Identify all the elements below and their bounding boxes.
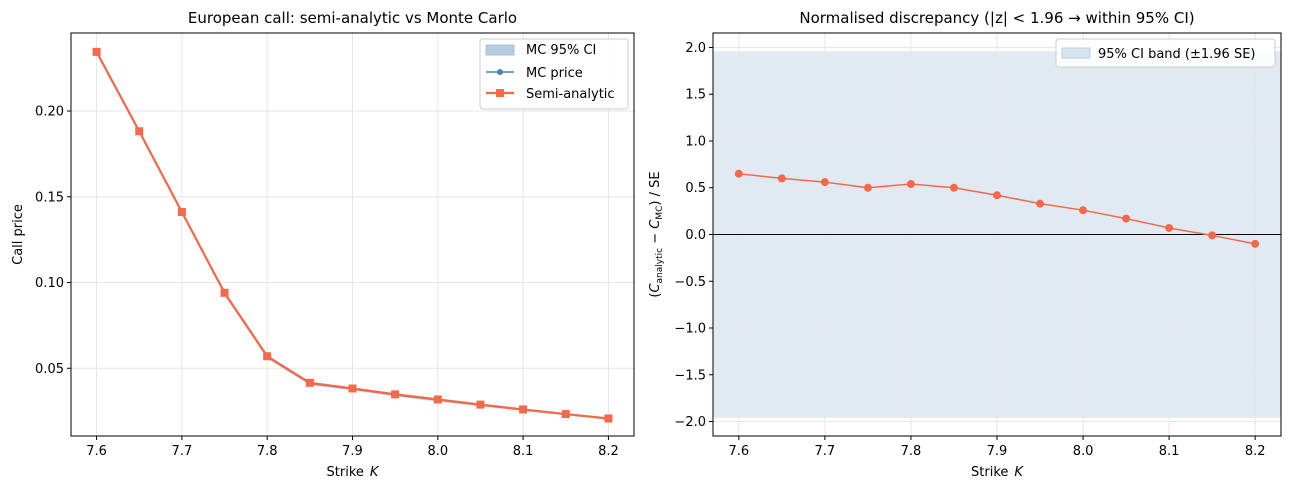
z-score-point [820, 178, 829, 187]
legend-marker-semi [496, 89, 504, 97]
legend-item-mc: MC price [486, 66, 583, 81]
y-tick-label: 0.5 [685, 181, 706, 196]
x-tick-label: 8.2 [598, 444, 619, 459]
z-score-point [949, 183, 958, 192]
y-ticks: −2.0 −1.5 −1.0 −0.5 0.0 0.5 1.0 1.5 2.0 [674, 41, 713, 430]
z-score-point [906, 180, 915, 189]
legend-box [1055, 38, 1276, 68]
chart-title: European call: semi-analytic vs Monte Ca… [188, 9, 517, 27]
semi-analytic-point [220, 288, 229, 297]
y-tick-label: 1.5 [685, 88, 706, 103]
series-markers-layer [734, 169, 1260, 248]
y-tick-label: 1.0 [685, 134, 706, 149]
legend-item-ci: MC 95% CI [485, 43, 596, 58]
semi-analytic-point [391, 390, 400, 399]
z-score-point [993, 191, 1001, 200]
z-score-point [863, 183, 872, 192]
legend-swatch-ci-band [1061, 47, 1091, 59]
x-ticks: 7.6 7.7 7.8 7.9 8.0 8.1 8.2 [86, 436, 619, 459]
x-tick-label: 7.8 [257, 444, 278, 459]
x-tick-label: 7.6 [86, 444, 107, 459]
right-panel: 7.6 7.7 7.8 7.9 8.0 8.1 8.2 −2.0 −1.5 −1.0 −0.5 0.… [648, 9, 1282, 480]
y-axis-label: (Canalytic − CMC) / SE [648, 171, 665, 297]
legend-swatch-ci [485, 44, 515, 56]
x-tick-label: 8.2 [1245, 444, 1266, 459]
semi-analytic-point [519, 405, 528, 414]
x-tick-label: 8.1 [1159, 444, 1180, 459]
semi-analytic-point [177, 208, 186, 217]
legend-label-mc: MC price [526, 66, 583, 81]
z-score-point [1079, 206, 1088, 215]
legend-label-ci-band: 95% CI band (±1.96 SE) [1098, 47, 1256, 62]
semi-analytic-point [305, 378, 314, 387]
x-tick-label: 8.0 [427, 444, 448, 459]
z-score-point [777, 174, 786, 183]
chart-title: Normalised discrepancy (|z| < 1.96 → wit… [799, 9, 1194, 27]
y-tick-label: −1.0 [674, 322, 706, 337]
z-score-point [1251, 239, 1260, 248]
semi-analytic-point [135, 127, 144, 136]
y-tick-label: 0.15 [35, 190, 64, 205]
z-score-point [1036, 199, 1045, 208]
y-tick-label: 0.0 [685, 228, 706, 243]
semi-analytic-point [433, 395, 442, 404]
y-tick-label: −2.0 [674, 415, 706, 430]
legend-item-ci-band: 95% CI band (±1.96 SE) [1061, 47, 1256, 62]
semi-analytic-point [348, 384, 357, 393]
y-tick-label: 0.20 [35, 105, 64, 120]
x-tick-label: 7.7 [815, 444, 836, 459]
legend-label-ci: MC 95% CI [526, 43, 596, 58]
x-tick-label: 7.9 [342, 444, 363, 459]
y-tick-label: −0.5 [674, 275, 706, 290]
z-score-point [734, 169, 743, 178]
semi-analytic-point [476, 400, 485, 409]
z-score-point [1208, 231, 1217, 240]
z-score-point [1122, 214, 1131, 223]
semi-analytic-point [604, 414, 613, 423]
y-tick-label: −1.5 [674, 368, 706, 383]
x-axis-label: Strike K [327, 465, 380, 480]
x-tick-label: 7.7 [172, 444, 193, 459]
x-tick-label: 8.1 [513, 444, 534, 459]
legend: 95% CI band (±1.96 SE) [1055, 38, 1276, 68]
y-tick-label: 0.05 [35, 362, 64, 377]
legend-item-semi: Semi-analytic [486, 87, 615, 102]
semi-analytic-point [561, 410, 570, 419]
semi-analytic-point [263, 352, 272, 361]
x-ticks: 7.6 7.7 7.8 7.9 8.0 8.1 8.2 [728, 436, 1266, 459]
x-tick-label: 8.0 [1073, 444, 1094, 459]
y-tick-label: 2.0 [685, 41, 706, 56]
y-axis-label: Call price [11, 204, 26, 265]
series-markers-layer [92, 47, 613, 423]
legend: MC 95% CI MC price Semi-analytic [479, 38, 629, 110]
legend-box [479, 38, 629, 110]
x-tick-label: 7.9 [987, 444, 1008, 459]
left-panel: 7.6 7.7 7.8 7.9 8.0 8.1 8.2 0.05 0.10 0.15 0.20 E… [11, 9, 635, 480]
y-tick-label: 0.10 [35, 276, 64, 291]
y-ticks: 0.05 0.10 0.15 0.20 [35, 105, 71, 377]
x-tick-label: 7.8 [901, 444, 922, 459]
x-axis-label: Strike K [971, 465, 1024, 480]
legend-marker-mc [497, 69, 503, 75]
z-score-point [1165, 223, 1174, 232]
semi-analytic-point [92, 47, 101, 56]
legend-label-semi: Semi-analytic [526, 87, 615, 102]
x-tick-label: 7.6 [728, 444, 749, 459]
